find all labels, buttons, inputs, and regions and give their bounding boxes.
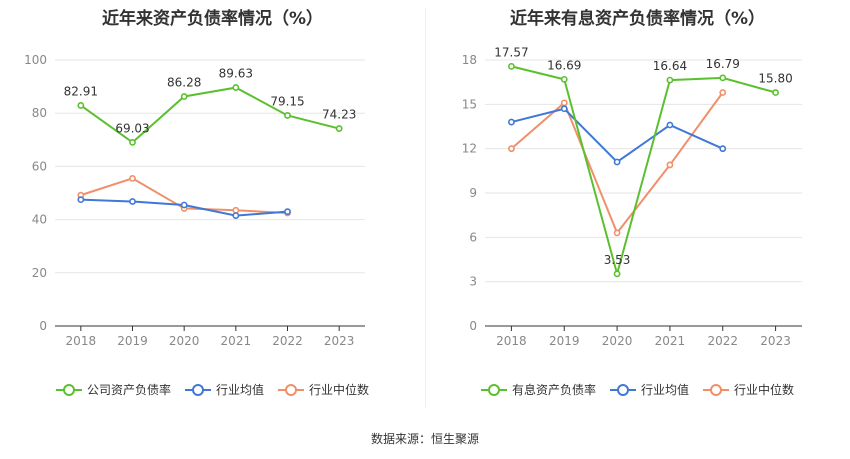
data-point <box>666 76 674 84</box>
data-point <box>508 145 515 153</box>
legend-item[interactable]: 行业中位数 <box>278 381 369 398</box>
y-tick-label: 6 <box>469 230 477 244</box>
y-tick-label: 80 <box>32 106 47 120</box>
right-chart-panel: 近年来有息资产负债率情况（%） 0 3 6 9 12 15 18 2018 2019 2020 20… <box>425 0 850 410</box>
legend-line-marker-icon <box>278 383 304 397</box>
x-tick-label: 2023 <box>760 334 791 348</box>
right-chart-legend: 有息资产负债率 行业均值 行业中位数 <box>425 381 850 398</box>
data-point <box>129 198 136 205</box>
data-label: 17.57 <box>494 45 528 59</box>
data-label: 69.03 <box>115 121 149 135</box>
data-point <box>232 212 240 220</box>
data-label: 74.23 <box>322 108 356 122</box>
x-tick-label: 2020 <box>169 334 200 348</box>
right-chart-title: 近年来有息资产负债率情况（%） <box>509 9 766 29</box>
legend-item[interactable]: 行业均值 <box>184 381 264 398</box>
x-tick-label: 2022 <box>707 334 738 348</box>
y-tick-label: 3 <box>469 275 477 289</box>
left-chart-title: 近年来资产负债率情况（%） <box>101 9 324 29</box>
y-tick-label: 60 <box>32 159 47 173</box>
legend-label: 行业中位数 <box>309 383 370 397</box>
x-tick-label: 2023 <box>324 334 355 348</box>
data-point <box>666 121 674 129</box>
data-point <box>613 158 621 166</box>
data-point <box>613 229 621 237</box>
series-line <box>80 86 340 144</box>
data-label: 16.79 <box>706 57 740 71</box>
x-tick-label: 2021 <box>221 334 252 348</box>
x-tick-label: 2021 <box>655 334 686 348</box>
legend-line-marker-icon <box>703 383 729 397</box>
data-point <box>719 145 727 153</box>
legend-item[interactable]: 有息资产负债率 <box>480 381 596 398</box>
legend-item[interactable]: 行业中位数 <box>703 381 794 398</box>
data-source-note: 数据来源：恒生聚源 <box>370 432 479 446</box>
chart-divider <box>425 8 426 408</box>
data-label: 16.69 <box>547 58 581 72</box>
series-line <box>511 65 776 278</box>
data-point <box>772 89 779 96</box>
y-tick-label: 9 <box>469 186 477 200</box>
data-point <box>180 201 188 209</box>
right-chart-plot: 0 3 6 9 12 15 18 2018 2019 2020 2021 2022 2023 17.57 1… <box>462 45 802 348</box>
data-label: 16.64 <box>653 59 687 73</box>
data-point <box>180 93 188 100</box>
data-label: 86.28 <box>167 75 201 89</box>
x-tick-label: 2018 <box>66 334 97 348</box>
data-point <box>560 99 568 107</box>
x-tick-label: 2018 <box>496 334 527 348</box>
data-point <box>129 138 136 146</box>
legend-line-marker-icon <box>184 383 211 397</box>
data-label: 82.91 <box>64 84 98 98</box>
data-point <box>335 125 343 132</box>
y-tick-label: 12 <box>462 142 477 156</box>
y-tick-label: 20 <box>32 266 47 280</box>
legend-line-marker-icon <box>480 383 507 397</box>
data-label: 79.15 <box>270 94 304 108</box>
x-tick-label: 2020 <box>602 334 633 348</box>
legend-item[interactable]: 行业均值 <box>609 381 689 398</box>
data-point <box>560 105 568 113</box>
left-chart-panel: 近年来资产负债率情况（%） 0 20 40 60 80 100 2018 2019 2020 20… <box>0 0 425 410</box>
x-tick-label: 2022 <box>272 334 303 348</box>
legend-label: 行业均值 <box>640 383 689 397</box>
x-tick-label: 2019 <box>549 334 580 348</box>
data-point <box>232 84 240 91</box>
y-tick-label: 15 <box>462 97 477 111</box>
data-point <box>719 74 727 82</box>
legend-label: 行业中位数 <box>734 383 795 397</box>
data-point <box>129 174 136 182</box>
data-point <box>284 112 291 119</box>
x-tick-label: 2019 <box>117 334 148 348</box>
legend-label: 有息资产负债率 <box>511 383 596 397</box>
left-chart-plot: 0 20 40 60 80 100 2018 2019 2020 2021 2022 2023 82.9… <box>24 53 365 348</box>
legend-label: 行业均值 <box>215 383 264 397</box>
data-point <box>77 196 85 204</box>
data-point <box>666 161 674 169</box>
data-point <box>613 270 621 278</box>
data-point <box>508 62 515 70</box>
y-tick-label: 100 <box>24 53 47 67</box>
y-tick-label: 0 <box>39 319 47 333</box>
y-tick-label: 0 <box>469 319 477 333</box>
data-point <box>284 208 291 216</box>
y-tick-label: 18 <box>462 53 477 67</box>
left-chart-legend: 公司资产负债率 行业均值 行业中位数 <box>0 381 425 398</box>
series-line <box>511 107 724 164</box>
data-label: 15.80 <box>758 72 792 86</box>
legend-line-marker-icon <box>609 383 636 397</box>
data-point <box>508 118 515 126</box>
data-point <box>77 102 85 109</box>
data-label: 3.53 <box>604 253 631 267</box>
data-point <box>560 75 568 83</box>
legend-label: 公司资产负债率 <box>86 383 171 397</box>
data-point <box>719 89 727 96</box>
legend-item[interactable]: 公司资产负债率 <box>55 381 171 398</box>
y-tick-label: 40 <box>32 213 47 227</box>
data-label: 89.63 <box>219 67 253 81</box>
legend-line-marker-icon <box>55 383 82 397</box>
data-point <box>232 206 240 214</box>
